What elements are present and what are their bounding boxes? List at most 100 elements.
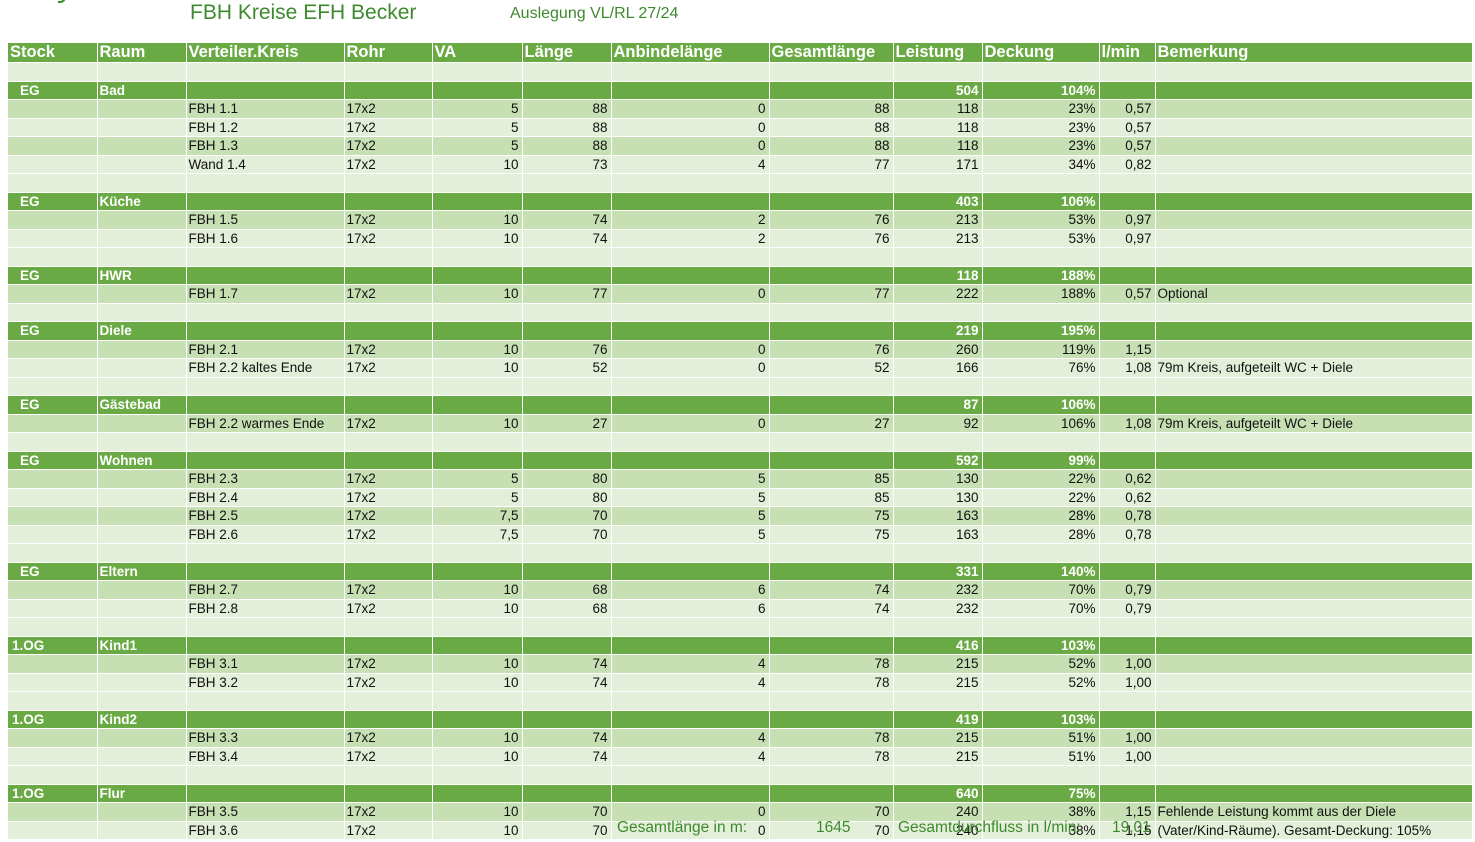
empty-cell xyxy=(522,321,612,341)
empty-cell xyxy=(97,673,187,692)
circuit-laenge: 88 xyxy=(522,99,612,119)
empty-cell xyxy=(8,525,98,544)
empty-cell xyxy=(769,451,894,470)
empty-cell xyxy=(97,821,187,840)
empty-cell xyxy=(1099,321,1156,341)
spacer-cell xyxy=(8,617,98,637)
spacer-cell xyxy=(1099,543,1156,563)
spacer-row xyxy=(8,691,1473,711)
circuit-va: 7,5 xyxy=(432,525,523,544)
empty-cell xyxy=(8,414,98,433)
empty-cell xyxy=(344,321,433,341)
circuit-bemerkung xyxy=(1155,673,1473,692)
circuit-lmin: 0,62 xyxy=(1099,488,1156,507)
circuit-leistung: 130 xyxy=(893,488,983,507)
spacer-cell xyxy=(1155,765,1473,785)
empty-cell xyxy=(186,636,345,655)
spacer-cell xyxy=(8,765,98,785)
circuit-va: 10 xyxy=(432,340,523,359)
spacer-cell xyxy=(344,173,433,193)
circuit-lmin: 0,57 xyxy=(1099,136,1156,156)
empty-cell xyxy=(611,81,770,100)
circuit-va: 5 xyxy=(432,136,523,156)
circuit-va: 10 xyxy=(432,580,523,600)
empty-cell xyxy=(97,229,187,248)
circuit-anbind: 0 xyxy=(611,284,770,304)
circuit-row: FBH 2.7 17x2 10 68 6 74 232 70% 0,79 xyxy=(8,580,1473,600)
empty-cell xyxy=(432,784,523,803)
room-leistung: 118 xyxy=(893,266,983,285)
spacer-cell xyxy=(8,432,98,452)
empty-cell xyxy=(769,192,894,211)
empty-cell xyxy=(1099,192,1156,211)
heating-circuit-table: Stock Raum Verteiler.Kreis Rohr VA Länge Anbin… xyxy=(8,43,1473,840)
circuit-lmin: 0,62 xyxy=(1099,469,1156,489)
circuit-deckung: 51% xyxy=(982,747,1100,766)
spacer-cell xyxy=(522,543,612,563)
circuit-deckung: 106% xyxy=(982,414,1100,433)
circuit-deckung: 70% xyxy=(982,580,1100,600)
empty-cell xyxy=(432,451,523,470)
spacer-cell xyxy=(522,617,612,637)
spacer-cell xyxy=(982,247,1100,267)
empty-cell xyxy=(1099,81,1156,100)
circuit-va: 7,5 xyxy=(432,506,523,526)
room-row: 1.OG Kind1 416 103% xyxy=(8,636,1473,655)
room-name: Diele xyxy=(97,321,187,341)
circuit-kreis: FBH 2.1 xyxy=(186,340,345,359)
empty-cell xyxy=(1155,266,1473,285)
circuit-row: FBH 1.2 17x2 5 88 0 88 118 23% 0,57 xyxy=(8,118,1473,137)
empty-cell xyxy=(97,525,187,544)
circuit-row: FBH 1.5 17x2 10 74 2 76 213 53% 0,97 xyxy=(8,210,1473,230)
room-stock: 1.OG xyxy=(8,710,98,729)
empty-cell xyxy=(97,210,187,230)
circuit-rohr: 17x2 xyxy=(344,654,433,674)
spacer-cell xyxy=(522,247,612,267)
empty-cell xyxy=(611,266,770,285)
room-row: 1.OG Flur 640 75% xyxy=(8,784,1473,803)
circuit-lmin: 0,57 xyxy=(1099,118,1156,137)
empty-cell xyxy=(97,469,187,489)
circuit-kreis: FBH 2.2 kaltes Ende xyxy=(186,358,345,378)
circuit-kreis: FBH 1.2 xyxy=(186,118,345,137)
circuit-laenge: 88 xyxy=(522,136,612,156)
circuit-bemerkung xyxy=(1155,136,1473,156)
circuit-laenge: 74 xyxy=(522,673,612,692)
circuit-laenge: 52 xyxy=(522,358,612,378)
spacer-cell xyxy=(1155,617,1473,637)
empty-cell xyxy=(8,284,98,304)
spacer-cell xyxy=(432,173,523,193)
spacer-cell xyxy=(432,691,523,711)
spacer-cell xyxy=(611,617,770,637)
circuit-anbind: 4 xyxy=(611,728,770,748)
empty-cell xyxy=(1099,710,1156,729)
spacer-cell xyxy=(1155,303,1473,322)
circuit-va: 10 xyxy=(432,673,523,692)
header-gesamt: Gesamtlänge xyxy=(769,43,894,63)
empty-cell xyxy=(97,802,187,822)
spacer-cell xyxy=(769,617,894,637)
empty-cell xyxy=(769,321,894,341)
room-deckung: 106% xyxy=(982,192,1100,211)
spacer-cell xyxy=(769,765,894,785)
empty-cell xyxy=(1099,562,1156,581)
circuit-leistung: 130 xyxy=(893,469,983,489)
circuit-leistung: 240 xyxy=(893,821,983,840)
empty-cell xyxy=(8,599,98,618)
spacer-cell xyxy=(893,377,983,396)
spacer-cell xyxy=(97,691,187,711)
circuit-kreis: FBH 1.3 xyxy=(186,136,345,156)
spacer-cell xyxy=(769,432,894,452)
circuit-laenge: 76 xyxy=(522,340,612,359)
empty-cell xyxy=(97,155,187,174)
circuit-kreis: FBH 2.6 xyxy=(186,525,345,544)
circuit-row: FBH 2.3 17x2 5 80 5 85 130 22% 0,62 xyxy=(8,469,1473,489)
empty-cell xyxy=(8,358,98,378)
empty-cell xyxy=(432,562,523,581)
circuit-leistung: 213 xyxy=(893,229,983,248)
circuit-anbind: 4 xyxy=(611,673,770,692)
circuit-lmin: 0,79 xyxy=(1099,599,1156,618)
spacer-cell xyxy=(893,691,983,711)
cropped-glyph xyxy=(58,0,66,3)
empty-cell xyxy=(522,636,612,655)
